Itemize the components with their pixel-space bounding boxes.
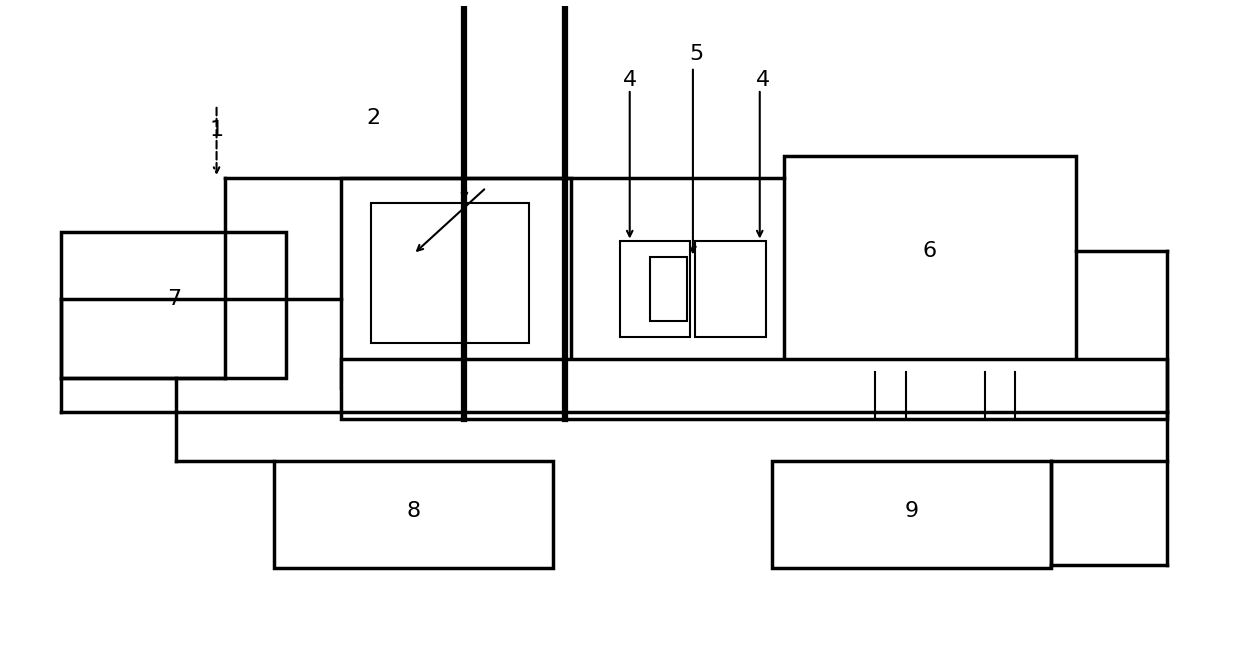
Text: 2: 2 [366, 108, 381, 128]
Text: 5: 5 [689, 44, 703, 64]
Text: 8: 8 [407, 502, 420, 522]
Bar [274, 461, 553, 568]
Text: 4: 4 [756, 69, 770, 89]
Bar [650, 257, 687, 321]
Text: 4: 4 [622, 69, 637, 89]
Text: 1: 1 [210, 121, 223, 141]
Text: 6: 6 [923, 241, 937, 261]
Bar [620, 242, 691, 337]
Text: 9: 9 [905, 502, 919, 522]
Bar [61, 232, 285, 378]
Bar [771, 461, 1052, 568]
Bar [696, 242, 766, 337]
Bar [784, 156, 1075, 372]
Text: 7: 7 [167, 288, 181, 308]
Bar [341, 359, 1167, 419]
Bar [371, 203, 528, 343]
Bar [341, 178, 572, 388]
